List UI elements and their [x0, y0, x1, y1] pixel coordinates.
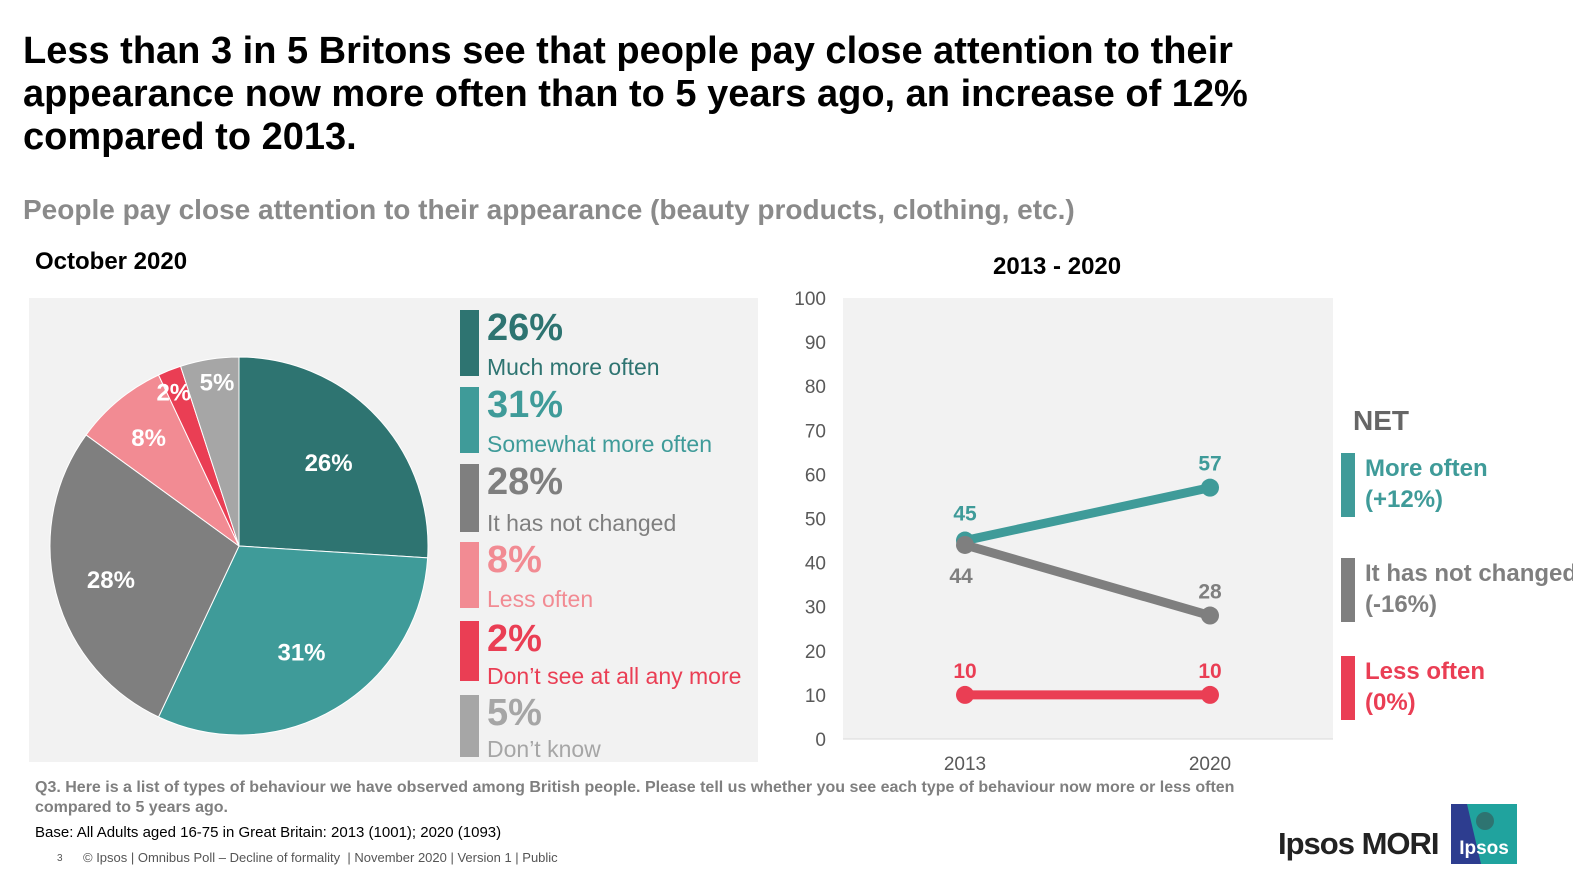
y-tick-label: 90	[805, 333, 826, 354]
net-swatch	[1341, 453, 1355, 517]
y-tick-label: 60	[805, 465, 826, 486]
legend-swatch	[460, 387, 479, 453]
ipsos-logo: Ipsos	[1451, 804, 1517, 864]
chart-subtitle: People pay close attention to their appe…	[23, 194, 1075, 225]
legend-label: Less often	[487, 586, 594, 612]
y-tick-label: 30	[805, 598, 826, 619]
legend-label: Somewhat more often	[487, 431, 713, 457]
y-tick-label: 10	[805, 686, 826, 707]
net-label-line2: (+12%)	[1365, 486, 1444, 513]
x-tick-label: 2013	[944, 754, 986, 775]
line-chart-title: 2013 - 2020	[993, 253, 1122, 280]
net-label-line1: It has not changed	[1365, 560, 1573, 587]
pie-data-label: 8%	[131, 425, 166, 452]
legend-pct: 8%	[487, 539, 542, 581]
series-line	[960, 483, 1215, 546]
data-label: 57	[1198, 453, 1221, 476]
y-tick-label: 50	[805, 510, 826, 531]
pie-data-label: 31%	[277, 640, 325, 667]
pie-chart: 26% 31% 28% 8% 2% 5%	[49, 356, 429, 736]
pie-data-label: 26%	[305, 450, 353, 477]
line-chart: 0 10 20 30 40 50 60 70 80 90 100 2013 2020 45 57 44 28 10…	[794, 289, 1333, 775]
footer-text: © Ipsos | Omnibus Poll – Decline of form…	[83, 850, 558, 865]
y-tick-label: 40	[805, 554, 826, 575]
net-label-line1: Less often	[1365, 658, 1486, 685]
pie-data-label: 5%	[200, 370, 235, 397]
x-tick-label: 2020	[1189, 754, 1231, 775]
base-footnote: Base: All Adults aged 16-75 in Great Bri…	[35, 824, 502, 841]
pie-slice	[157, 545, 429, 736]
net-label-line1: More often	[1365, 455, 1488, 482]
data-label: 28	[1198, 581, 1222, 604]
net-label-line2: (-16%)	[1365, 591, 1438, 618]
data-point	[1201, 478, 1219, 497]
pie-panel: 26% 31% 28% 8% 2% 5%	[29, 298, 758, 762]
legend-pct: 31%	[487, 384, 564, 426]
page-number: 3	[57, 853, 63, 864]
y-tick-label: 20	[805, 642, 826, 663]
legend-label: It has not changed	[487, 510, 677, 536]
pie-slice	[179, 356, 240, 547]
legend-label: Don’t see at all any more	[487, 663, 742, 689]
net-label: It has not changed (-16%)	[1365, 558, 1573, 620]
data-label: 45	[953, 503, 977, 526]
pie-slice	[238, 356, 429, 559]
legend-pct: 28%	[487, 461, 564, 503]
net-label: More often (+12%)	[1365, 453, 1488, 515]
logo-text: Ipsos	[1459, 838, 1509, 859]
data-label: 10	[953, 660, 976, 683]
legend-label: Much more often	[487, 354, 660, 380]
legend-pct: 5%	[487, 692, 542, 734]
pie-slice	[49, 434, 240, 718]
net-swatch	[1341, 558, 1355, 622]
pie-data-label: 2%	[156, 379, 191, 406]
page-title: Less than 3 in 5 Britons see that people…	[23, 30, 1248, 158]
net-swatch	[1341, 656, 1355, 720]
legend-label: Don’t know	[487, 736, 601, 762]
legend-pct: 26%	[487, 307, 564, 349]
pie-data-label: 28%	[87, 567, 135, 594]
legend-swatch	[460, 464, 479, 532]
legend-swatch	[460, 695, 479, 757]
logo-head	[1476, 812, 1494, 830]
series-line	[960, 540, 1215, 621]
net-label: Less often (0%)	[1365, 656, 1485, 718]
y-tick-label: 0	[815, 730, 826, 751]
y-tick-label: 80	[805, 377, 826, 398]
legend-swatch	[460, 542, 479, 608]
legend-pct: 2%	[487, 618, 542, 660]
data-point	[956, 685, 974, 704]
data-label: 10	[1198, 660, 1221, 683]
data-label: 44	[949, 565, 973, 588]
data-point	[956, 535, 974, 554]
data-point	[1201, 685, 1219, 704]
legend-swatch	[460, 621, 479, 681]
y-tick-label: 70	[805, 421, 826, 442]
question-footnote: Q3. Here is a list of types of behaviour…	[35, 779, 1235, 816]
data-point	[1201, 606, 1219, 625]
net-label-line2: (0%)	[1365, 689, 1416, 716]
brand-name: Ipsos MORI	[1278, 826, 1440, 861]
legend-swatch	[460, 310, 479, 376]
pie-chart-title: October 2020	[35, 248, 188, 275]
pie-slice	[85, 374, 240, 547]
net-title: NET	[1353, 405, 1409, 436]
y-tick-label: 100	[794, 289, 826, 310]
